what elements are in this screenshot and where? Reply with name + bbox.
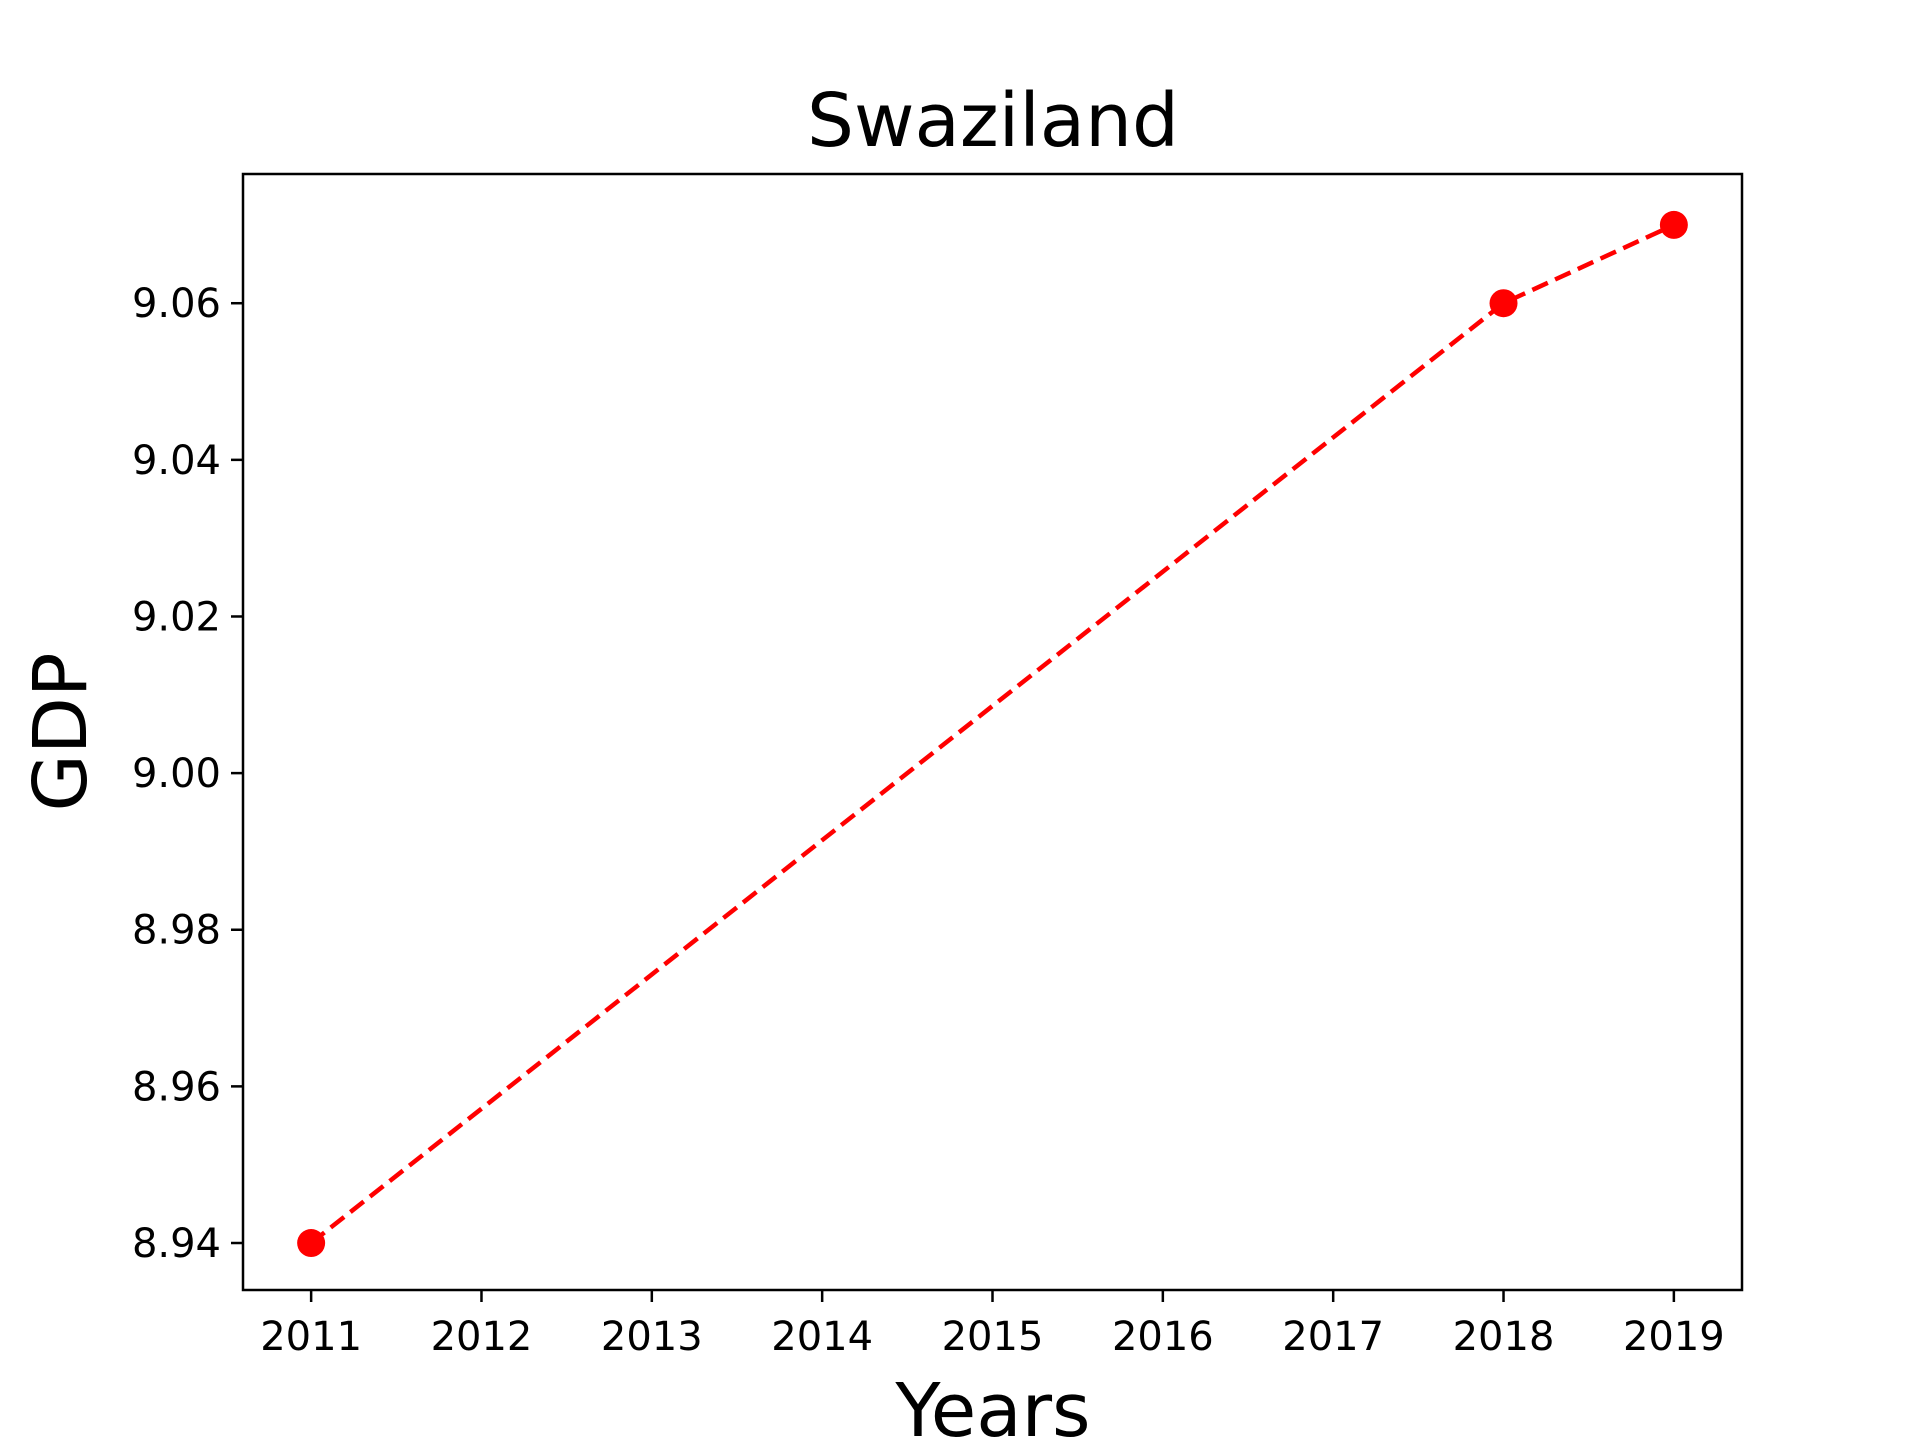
y-tick-label: 9.00 — [132, 751, 221, 797]
x-axis-label: Years — [894, 1368, 1090, 1440]
y-axis-label: GDP — [18, 653, 104, 812]
x-tick-label: 2019 — [1623, 1314, 1725, 1360]
data-point-marker — [1659, 210, 1688, 239]
x-tick-label: 2012 — [431, 1314, 533, 1360]
series-line — [309, 222, 1675, 1245]
data-point-marker — [1489, 289, 1518, 318]
y-tick-label: 9.06 — [132, 281, 221, 327]
x-tick-label: 2015 — [942, 1314, 1044, 1360]
data-point-marker — [297, 1229, 326, 1258]
y-tick-label: 9.02 — [132, 594, 221, 640]
x-tick-label: 2011 — [260, 1314, 362, 1360]
x-tick-label: 2018 — [1453, 1314, 1555, 1360]
plot-frame — [241, 172, 1744, 1292]
x-axis-ticks: 2011 2012 2013 2014 2015 2016 2017 2018 2019 — [260, 1290, 1725, 1360]
y-tick-label: 9.04 — [132, 438, 221, 484]
chart-title: Swaziland — [807, 78, 1179, 164]
x-tick-label: 2014 — [771, 1314, 873, 1360]
y-tick-label: 8.94 — [132, 1221, 221, 1267]
x-tick-label: 2017 — [1282, 1314, 1384, 1360]
y-tick-label: 8.98 — [132, 908, 221, 954]
y-tick-label: 8.96 — [132, 1064, 221, 1110]
x-tick-label: 2013 — [601, 1314, 703, 1360]
y-axis-ticks: 8.94 8.96 8.98 9.00 9.02 9.04 9.06 — [132, 281, 243, 1267]
x-tick-label: 2016 — [1112, 1314, 1214, 1360]
series-layer — [297, 210, 1688, 1258]
